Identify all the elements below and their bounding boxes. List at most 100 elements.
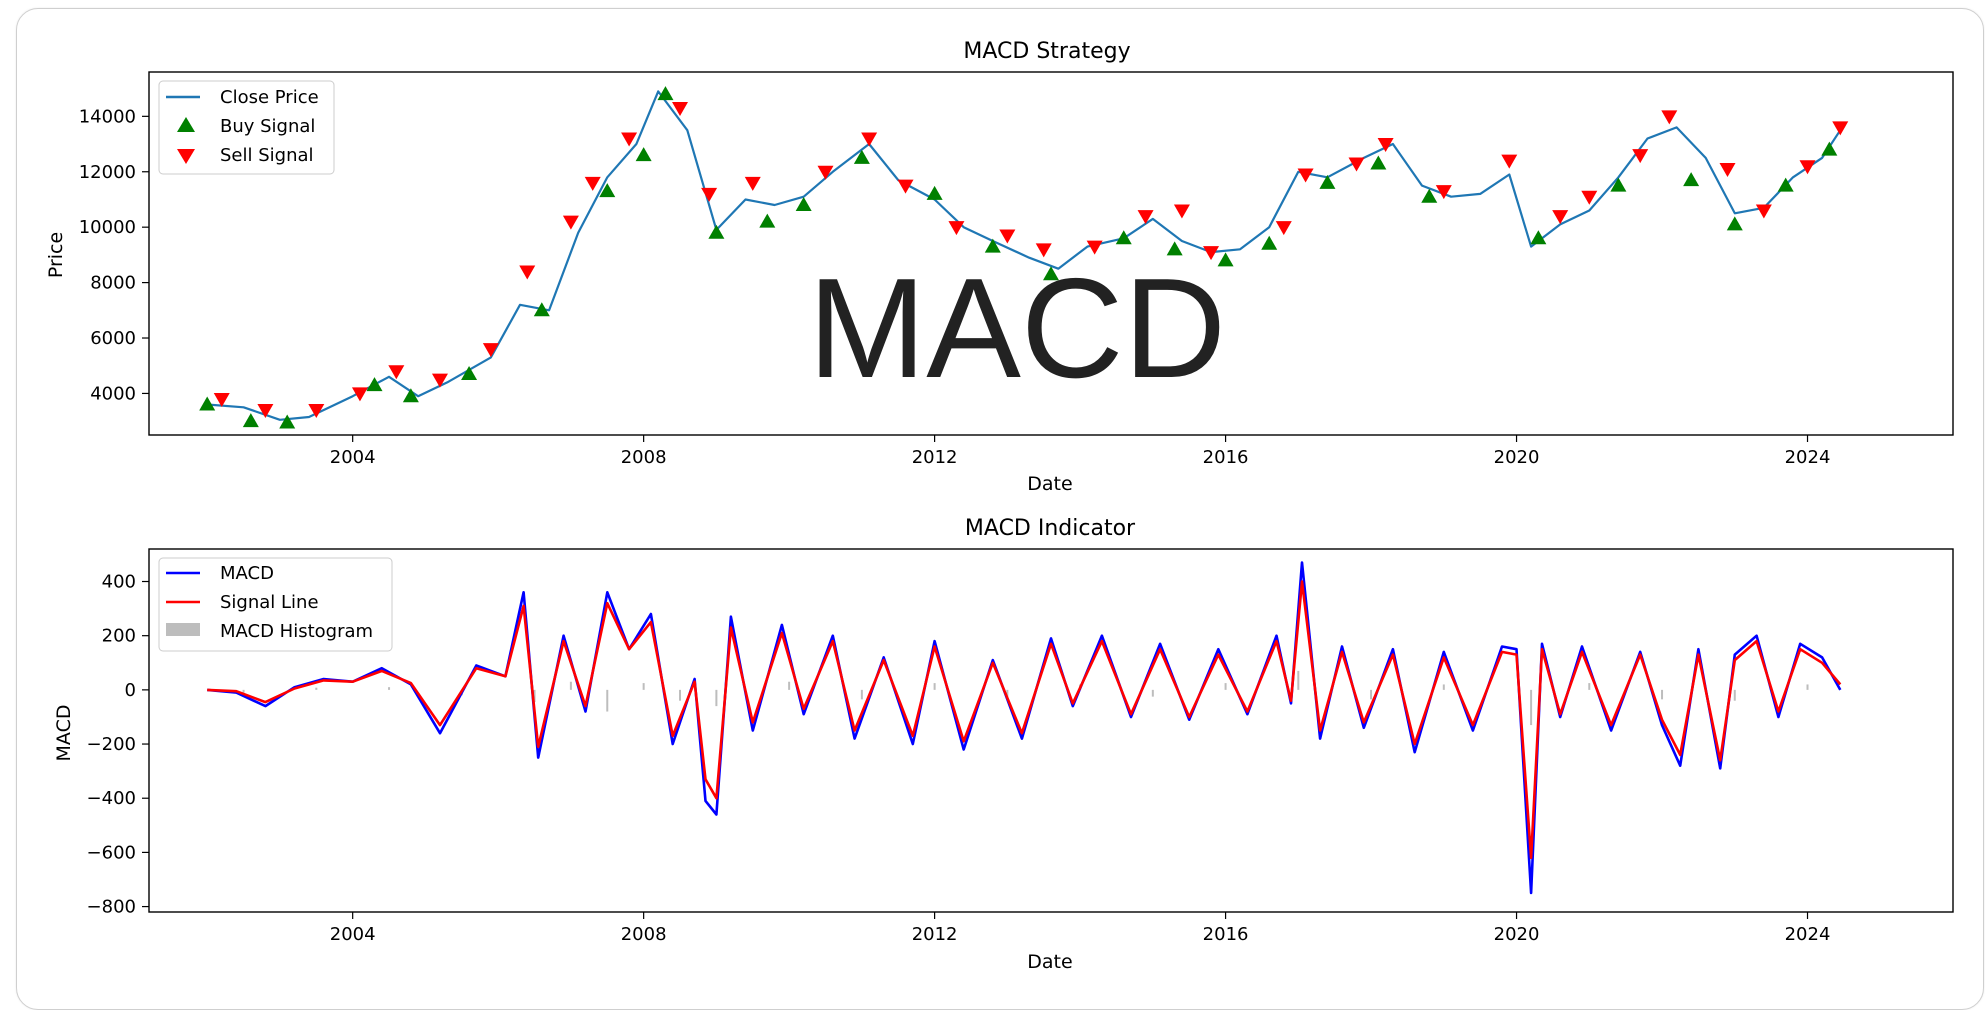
sell-signal-marker bbox=[213, 392, 230, 407]
macd-histogram-bar bbox=[860, 689, 863, 700]
sell-signal-marker bbox=[817, 165, 834, 180]
sell-signal-marker bbox=[621, 132, 638, 147]
x-tick-label: 2016 bbox=[1203, 447, 1249, 468]
macd-histogram-bar bbox=[315, 687, 318, 690]
y-tick-label: 14000 bbox=[79, 106, 136, 127]
buy-signal-marker bbox=[1421, 188, 1438, 203]
macd-histogram-bar bbox=[242, 689, 245, 693]
macd-histogram-bar bbox=[388, 687, 391, 690]
sell-signal-marker bbox=[1377, 138, 1394, 153]
buy-signal-marker bbox=[1319, 174, 1336, 189]
y-tick-label: 200 bbox=[102, 626, 136, 647]
sell-signal-marker bbox=[1173, 204, 1190, 219]
buy-signal-marker bbox=[1777, 177, 1794, 192]
sell-signal-marker bbox=[744, 176, 761, 191]
legend-signal-line: Signal Line bbox=[220, 592, 319, 613]
x-tick-label: 2024 bbox=[1785, 447, 1831, 468]
sell-signal-marker bbox=[1348, 157, 1365, 172]
indicator-xlabel: Date bbox=[1027, 951, 1072, 973]
x-tick-label: 2008 bbox=[621, 924, 667, 945]
indicator-ylabel: MACD bbox=[53, 705, 75, 762]
sell-signal-marker bbox=[1581, 190, 1598, 205]
legend-sell-signal: Sell Signal bbox=[220, 145, 314, 166]
buy-signal-marker bbox=[1370, 155, 1387, 170]
strategy-title: MACD Strategy bbox=[963, 39, 1130, 64]
buy-signal-marker bbox=[1166, 241, 1183, 256]
macd-histogram-bar bbox=[788, 681, 791, 690]
indicator-ticks: 2004 2008 2012 2016 2020 2024 400 200 0 −200 −400 −… bbox=[87, 572, 1831, 945]
buy-signal-marker bbox=[1726, 216, 1743, 231]
x-tick-label: 2012 bbox=[912, 924, 958, 945]
macd-histogram-bar bbox=[1442, 684, 1445, 690]
buy-signal-marker bbox=[657, 86, 674, 101]
buy-signal-marker bbox=[1610, 177, 1627, 192]
legend-close-price: Close Price bbox=[220, 87, 319, 108]
sell-signal-marker bbox=[1435, 185, 1452, 200]
x-tick-label: 2016 bbox=[1203, 924, 1249, 945]
macd-histogram-bar bbox=[1224, 683, 1227, 690]
x-tick-label: 2024 bbox=[1785, 924, 1831, 945]
sell-signal-marker bbox=[999, 229, 1016, 244]
legend-buy-signal: Buy Signal bbox=[220, 116, 315, 137]
legend-macd-histogram-swatch bbox=[166, 623, 200, 636]
macd-histogram-bar bbox=[1006, 689, 1009, 698]
sell-signal-marker bbox=[1086, 240, 1103, 255]
buy-signal-marker bbox=[1683, 172, 1700, 187]
sell-signal-marker bbox=[701, 187, 718, 202]
strategy-legend: Close Price Buy Signal Sell Signal bbox=[158, 80, 335, 175]
x-tick-label: 2008 bbox=[621, 447, 667, 468]
macd-histogram-bar bbox=[642, 683, 645, 690]
strategy-legend-box bbox=[158, 80, 335, 175]
buy-signal-marker bbox=[402, 388, 419, 403]
strategy-axes-frame bbox=[148, 71, 1954, 436]
x-tick-label: 2012 bbox=[912, 447, 958, 468]
buy-signal-marker bbox=[279, 414, 296, 429]
legend-buy-signal-swatch bbox=[177, 117, 195, 132]
indicator-axes-frame bbox=[148, 548, 1954, 913]
figure-frame bbox=[16, 8, 1984, 1010]
macd-histogram-bar bbox=[679, 689, 682, 701]
macd-histogram-bar bbox=[533, 689, 536, 703]
buy-signal-marker bbox=[242, 413, 259, 428]
macd-histogram-bar bbox=[933, 683, 936, 690]
buy-signal-marker bbox=[759, 213, 776, 228]
indicator-title: MACD Indicator bbox=[965, 516, 1136, 541]
buy-signal-marker bbox=[635, 147, 652, 162]
macd-histogram-bar bbox=[569, 681, 572, 690]
indicator-legend: MACD Signal Line MACD Histogram bbox=[158, 557, 393, 652]
x-tick-label: 2020 bbox=[1494, 924, 1540, 945]
sell-signal-marker bbox=[388, 365, 405, 380]
macd-watermark: MACD bbox=[808, 249, 1226, 408]
macd-indicator-panel: MACD Indicator 2004 2008 2012 2016 2020 2024 4… bbox=[53, 516, 1954, 973]
buy-signal-marker bbox=[1821, 141, 1838, 156]
sell-signal-marker bbox=[1799, 160, 1816, 175]
macd-histogram-bar bbox=[1806, 684, 1809, 690]
buy-signal-marker bbox=[926, 185, 943, 200]
buy-signal-marker bbox=[1043, 266, 1059, 281]
y-tick-label: 6000 bbox=[90, 328, 136, 349]
indicator-legend-box bbox=[158, 557, 393, 652]
macd-histogram-bar bbox=[1530, 689, 1533, 726]
y-tick-label: 4000 bbox=[90, 383, 136, 404]
buy-signal-marker bbox=[1261, 235, 1278, 250]
y-tick-label: −600 bbox=[87, 842, 136, 863]
x-tick-label: 2020 bbox=[1494, 447, 1540, 468]
sell-signal-marker bbox=[351, 387, 368, 402]
sell-signal-marker bbox=[897, 179, 914, 194]
macd-histogram-bar bbox=[1370, 689, 1373, 700]
legend-macd-histogram: MACD Histogram bbox=[220, 621, 373, 642]
sell-signal-marker bbox=[1632, 149, 1649, 164]
sell-signal-marker bbox=[1297, 168, 1314, 183]
sell-signal-marker bbox=[1203, 246, 1220, 261]
macd-strategy-panel: MACD Strategy MACD 2004 2008 2012 2016 2020 2… bbox=[45, 39, 1954, 495]
close-price-line bbox=[207, 90, 1842, 421]
sell-signal-marker bbox=[562, 215, 579, 230]
buy-signal-marker bbox=[366, 377, 383, 392]
x-tick-label: 2004 bbox=[330, 924, 376, 945]
legend-macd: MACD bbox=[220, 563, 274, 584]
sell-signal-marker bbox=[257, 404, 274, 419]
sell-signal-marker bbox=[948, 221, 965, 236]
buy-signal-marker bbox=[1530, 230, 1547, 245]
sell-signal-marker bbox=[1552, 210, 1569, 225]
